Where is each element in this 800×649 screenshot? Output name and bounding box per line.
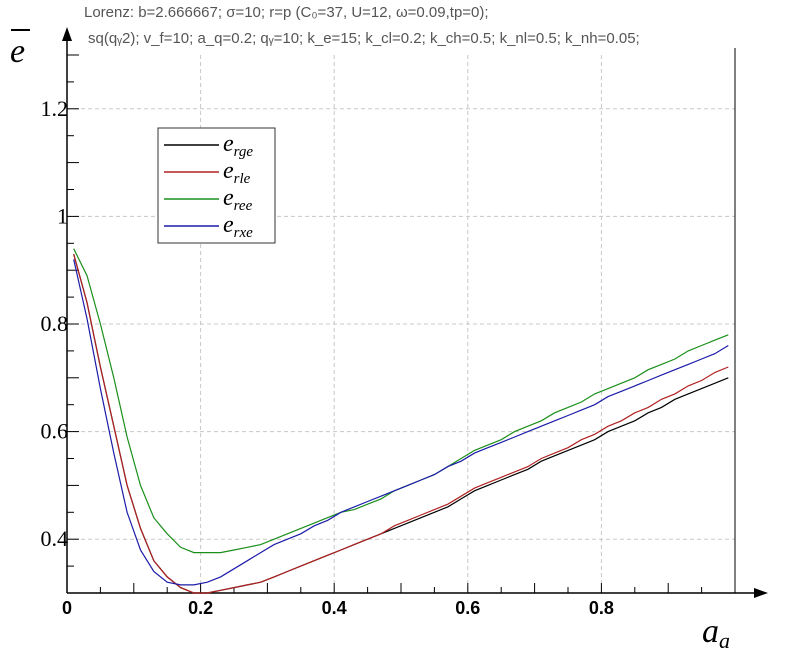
series-line-e_rxe <box>73 259 729 586</box>
series-line-e_rge <box>73 253 729 594</box>
series-lines <box>73 248 729 594</box>
legend-label-e_ree: eree <box>223 185 253 214</box>
x-tick-label-0: 0 <box>62 598 72 618</box>
x-tick-label-3: 0.6 <box>455 598 480 618</box>
y-tick-label-1: 0.6 <box>41 419 69 444</box>
tick-labels: 0 0.2 0.4 0.6 0.8 0.4 0.6 0.8 1 1.2 <box>41 96 614 618</box>
y-tick-label-0: 0.4 <box>41 526 69 551</box>
grid <box>67 55 735 593</box>
legend-box <box>157 127 276 244</box>
y-axis-arrow-icon <box>62 27 72 41</box>
header-line-1: Lorenz: b=2.666667; σ=10; r=p (C₀=37, U=… <box>84 4 489 21</box>
legend-label-e_rxe: erxe <box>223 212 253 241</box>
legend-label-e_rle: erle <box>223 158 251 187</box>
y-axis-label: e <box>10 29 30 70</box>
x-tick-label-2: 0.4 <box>322 598 347 618</box>
y-tick-label-4: 1.2 <box>41 96 69 121</box>
series-line-e_ree <box>73 248 729 554</box>
x-tick-label-4: 0.8 <box>589 598 614 618</box>
series-line-e_rle <box>73 253 729 594</box>
x-axis-label: aa <box>702 613 730 649</box>
y-tick-label-3: 1 <box>57 203 68 228</box>
x-axis-arrow-icon <box>754 588 768 598</box>
y-tick-label-2: 0.8 <box>41 311 69 336</box>
legend-label-e_rge: erge <box>223 131 253 160</box>
header-line-2: sq(qᵧ2); v_f=10; a_q=0.2; qᵧ=10; k_e=15;… <box>88 30 640 47</box>
x-tick-label-1: 0.2 <box>188 598 213 618</box>
y-axis-label-text: e <box>10 33 25 70</box>
axes <box>62 27 768 598</box>
